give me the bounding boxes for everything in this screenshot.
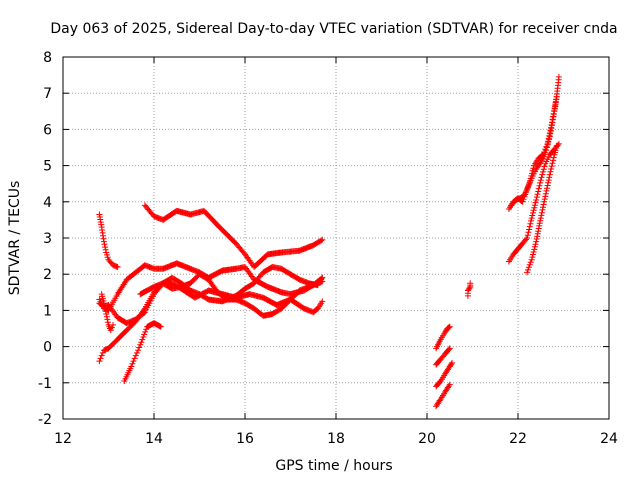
series-arc7	[121, 320, 164, 384]
series-arc16	[505, 140, 562, 265]
data-point-marks	[433, 381, 453, 410]
data-point-marks	[433, 345, 453, 368]
plot-frame	[62, 56, 610, 420]
data-point-marks	[98, 291, 116, 334]
series-arc2	[96, 211, 121, 270]
data-point-marks	[121, 320, 164, 384]
series-arc1	[141, 202, 326, 270]
series-arc8	[137, 278, 326, 316]
x-tick-label: 20	[418, 431, 436, 447]
x-tick-label: 24	[600, 431, 618, 447]
chart-title: Day 063 of 2025, Sidereal Day-to-day VTE…	[50, 21, 617, 37]
data-point-marks	[141, 202, 326, 270]
x-tick-label: 14	[145, 431, 163, 447]
data-point-marks	[505, 140, 562, 265]
y-tick-label: 4	[43, 195, 52, 211]
x-tick-label: 12	[54, 431, 72, 447]
data-point-marks	[508, 73, 562, 209]
data-point-marks	[137, 278, 326, 316]
y-tick-label: 6	[43, 122, 52, 138]
y-tick-label: -2	[38, 412, 52, 428]
data-point-marks	[433, 359, 455, 390]
y-tick-label: -1	[38, 376, 52, 392]
x-axis-label: GPS time / hours	[275, 458, 392, 474]
x-tick-label: 16	[236, 431, 254, 447]
series-arc13	[464, 280, 474, 299]
y-tick-label: 1	[43, 303, 52, 319]
data-point-marks	[96, 260, 326, 314]
y-tick-label: 8	[43, 50, 52, 66]
x-tick-label: 22	[509, 431, 527, 447]
series-arc6	[98, 291, 116, 334]
series-arc10	[433, 345, 453, 368]
y-tick-label: 5	[43, 159, 52, 175]
data-point-marks	[524, 142, 560, 276]
y-tick-label: 3	[43, 231, 52, 247]
data-point-marks	[464, 280, 474, 299]
y-tick-label: 0	[43, 340, 52, 356]
series-arc12	[433, 381, 453, 410]
y-tick-label: 7	[43, 86, 52, 102]
y-axis-label: SDTVAR / TECUs	[7, 181, 23, 296]
y-tick-label: 2	[43, 267, 52, 283]
series-arc15	[508, 73, 562, 209]
series-arc9	[433, 323, 453, 352]
data-point-marks	[96, 211, 121, 270]
x-tick-label: 18	[327, 431, 345, 447]
data-points	[96, 73, 562, 410]
series-arc3	[96, 260, 326, 314]
series-arc11	[433, 359, 455, 390]
series-arc17	[524, 142, 560, 276]
grid-lines	[63, 57, 609, 419]
data-point-marks	[433, 323, 453, 352]
